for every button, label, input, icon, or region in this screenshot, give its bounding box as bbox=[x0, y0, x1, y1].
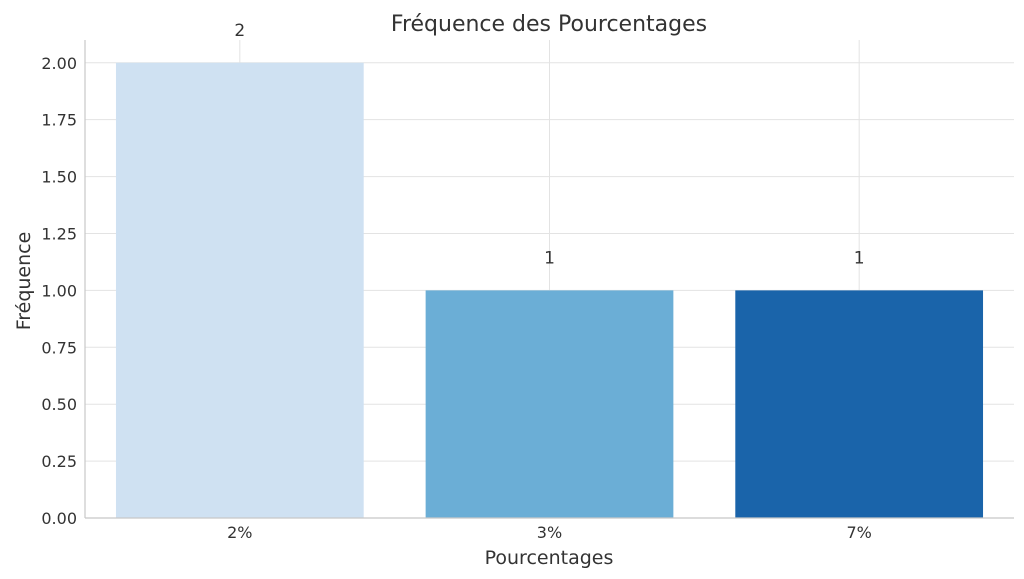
bars-layer bbox=[115, 62, 984, 519]
y-tick-label: 1.25 bbox=[41, 224, 77, 243]
y-tick-label: 1.00 bbox=[41, 281, 77, 300]
y-tick-labels: 0.00 0.25 0.50 0.75 1.00 1.25 1.50 1.75 2.00 bbox=[41, 54, 77, 528]
axes-layer bbox=[84, 40, 1014, 519]
y-tick-label: 1.50 bbox=[41, 168, 77, 187]
data-label: 2 bbox=[234, 21, 245, 41]
x-tick-label: 2% bbox=[227, 523, 252, 542]
x-tick-label: 3% bbox=[537, 523, 562, 542]
y-tick-label: 2.00 bbox=[41, 54, 77, 73]
bar bbox=[735, 290, 984, 518]
y-tick-label: 1.75 bbox=[41, 111, 77, 130]
bar bbox=[425, 290, 674, 518]
x-tick-labels: 2% 3% 7% bbox=[227, 523, 872, 542]
x-axis-label: Pourcentages bbox=[485, 547, 614, 569]
y-axis-label: Fréquence bbox=[13, 232, 35, 331]
y-tick-label: 0.50 bbox=[41, 395, 77, 414]
data-label: 1 bbox=[544, 248, 555, 268]
y-tick-label: 0.75 bbox=[41, 338, 77, 357]
data-label: 1 bbox=[854, 248, 865, 268]
bar bbox=[115, 62, 364, 519]
y-tick-label: 0.00 bbox=[41, 509, 77, 528]
data-labels: 2 1 1 bbox=[234, 21, 864, 269]
y-tick-label: 0.25 bbox=[41, 452, 77, 471]
x-tick-label: 7% bbox=[846, 523, 871, 542]
chart-title: Fréquence des Pourcentages bbox=[391, 12, 707, 37]
